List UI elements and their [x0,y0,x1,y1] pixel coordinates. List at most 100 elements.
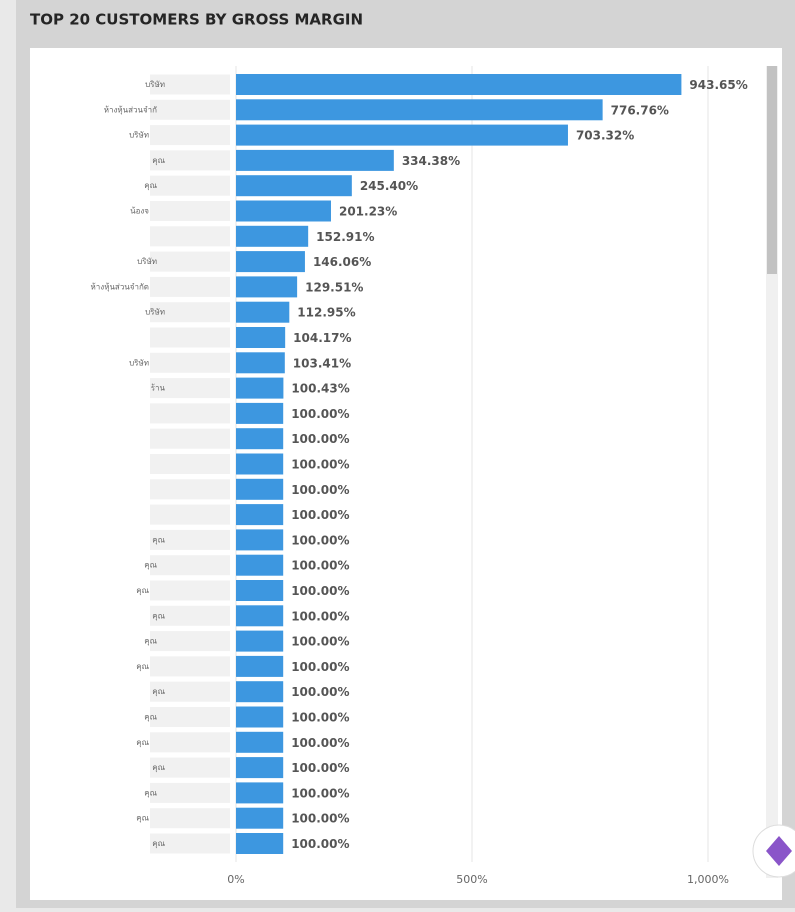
bar [236,124,568,146]
y-tick-label: คุณ [136,662,149,671]
value-label: 100.00% [291,559,349,573]
bar [236,630,284,652]
bar [236,731,284,753]
y-tick-label: คุณ [152,839,165,848]
redaction [150,681,230,702]
value-label: 100.00% [291,432,349,446]
value-label: 334.38% [402,154,460,168]
value-label: 245.40% [360,179,418,193]
redaction [150,175,230,196]
value-label: 100.00% [291,736,349,750]
bar [236,276,298,298]
value-label: 100.00% [291,685,349,699]
value-label: 703.32% [576,129,634,143]
x-tick-label: 0% [227,873,244,886]
value-label: 100.00% [291,812,349,826]
value-label: 201.23% [339,205,397,219]
y-tick-label: คุณ [152,535,165,544]
redaction [150,327,230,348]
redaction [150,732,230,753]
value-label: 103.41% [293,356,351,370]
redaction [150,99,230,120]
redaction [150,833,230,854]
y-tick-label: คุณ [144,788,157,797]
value-label: 100.00% [291,786,349,800]
bar [236,757,284,779]
bar [236,200,331,222]
bar [236,529,284,551]
bar [236,301,290,323]
bar [236,74,682,95]
value-label: 100.00% [291,407,349,421]
y-tick-label: คุณ [144,713,157,722]
bar [236,681,284,703]
y-tick-label: คุณ [136,814,149,823]
y-tick-label: ห้างหุ้นส่วนจำกัด [91,282,149,291]
bar [236,149,394,171]
value-label: 112.95% [297,306,355,320]
value-label: 100.00% [291,483,349,497]
redaction [150,782,230,803]
y-tick-label: บริษัท [145,80,165,89]
redaction [150,403,230,424]
value-label: 100.00% [291,458,349,472]
y-tick-label: คุณ [152,156,165,165]
y-tick-label: บริษัท [145,308,165,317]
redaction [150,555,230,576]
bar [236,833,284,854]
value-label: 129.51% [305,280,363,294]
bar [236,580,284,601]
value-label: 100.00% [291,837,349,851]
value-label: 100.00% [291,584,349,598]
redaction [150,656,230,677]
bar [236,225,309,247]
redaction [150,454,230,474]
redaction [150,150,230,171]
redaction [150,479,230,500]
redaction [150,707,230,727]
bar [236,327,286,348]
bar [236,175,352,197]
value-label: 100.00% [291,711,349,725]
bar [236,251,305,273]
redaction [150,580,230,601]
x-tick-label: 1,000% [687,873,729,886]
redaction [150,125,230,146]
bar [236,782,284,804]
value-label: 943.65% [689,78,747,92]
copilot-icon [766,836,792,866]
y-tick-label: คุณ [152,763,165,772]
redaction [150,631,230,652]
redaction [150,428,230,449]
value-label: 100.00% [291,609,349,623]
bar [236,478,284,500]
redaction [150,757,230,778]
scrollbar-thumb[interactable] [767,66,777,274]
y-tick-label: บริษัท [137,257,157,266]
y-tick-label: ร้าน [151,384,166,393]
redaction [150,302,230,323]
value-label: 152.91% [316,230,374,244]
bar [236,428,284,450]
bar [236,99,603,121]
bar [236,402,284,424]
redaction [150,378,230,399]
plot-panel [30,48,782,900]
y-tick-label: คุณ [136,586,149,595]
bar [236,807,284,829]
redaction [150,226,230,247]
bar [236,655,284,677]
value-label: 100.00% [291,533,349,547]
y-tick-label: ห้างหุ้นส่วนจำกั [104,105,157,114]
value-label: 104.17% [293,331,351,345]
value-label: 100.00% [291,635,349,649]
bar [236,352,285,374]
value-label: 100.00% [291,660,349,674]
y-tick-label: น้องจ [130,207,149,216]
redaction [150,352,230,373]
y-tick-label: คุณ [144,637,157,646]
value-label: 776.76% [611,103,669,117]
y-tick-label: คุณ [144,561,157,570]
bar [236,554,284,576]
